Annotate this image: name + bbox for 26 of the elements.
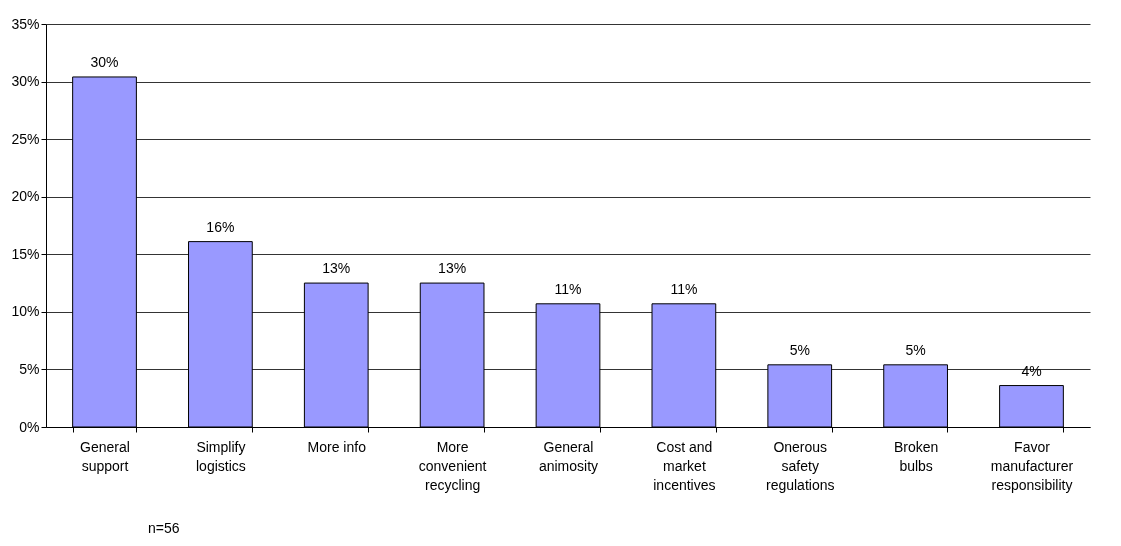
data-label: 30% [90,53,119,70]
y-tick-label: 0% [19,418,40,435]
x-tick-label: Simplify logistics [195,438,246,474]
y-tick-label: 30% [11,73,40,90]
data-label: 11% [670,280,698,297]
data-label: 5% [789,341,810,358]
data-label: 5% [905,341,926,358]
y-tick-label: 20% [11,188,40,205]
data-label: 13% [322,260,351,277]
text: n=56 [148,520,180,536]
x-tick-label: Cost and market incentives [653,438,716,493]
y-tick-label: 35% [11,15,40,32]
x-tick-label: General animosity [538,438,599,474]
x-tick-label: More info [307,438,367,455]
x-tick-label: Onerous safety regulations [765,438,835,493]
data-label: 11% [554,280,582,297]
y-tick-label: 10% [11,303,40,320]
x-tick-label: More convenient recycling [418,438,487,493]
x-tick-label: Broken bulbs [893,438,939,474]
data-label: 16% [206,218,235,235]
x-tick-label: General support [80,438,130,474]
y-tick-label: 15% [11,245,40,262]
y-tick-label: 25% [11,130,40,147]
data-label: 13% [438,260,467,277]
y-tick-label: 5% [19,360,40,377]
x-tick-label: Favor manufacturer responsibility [990,438,1074,493]
